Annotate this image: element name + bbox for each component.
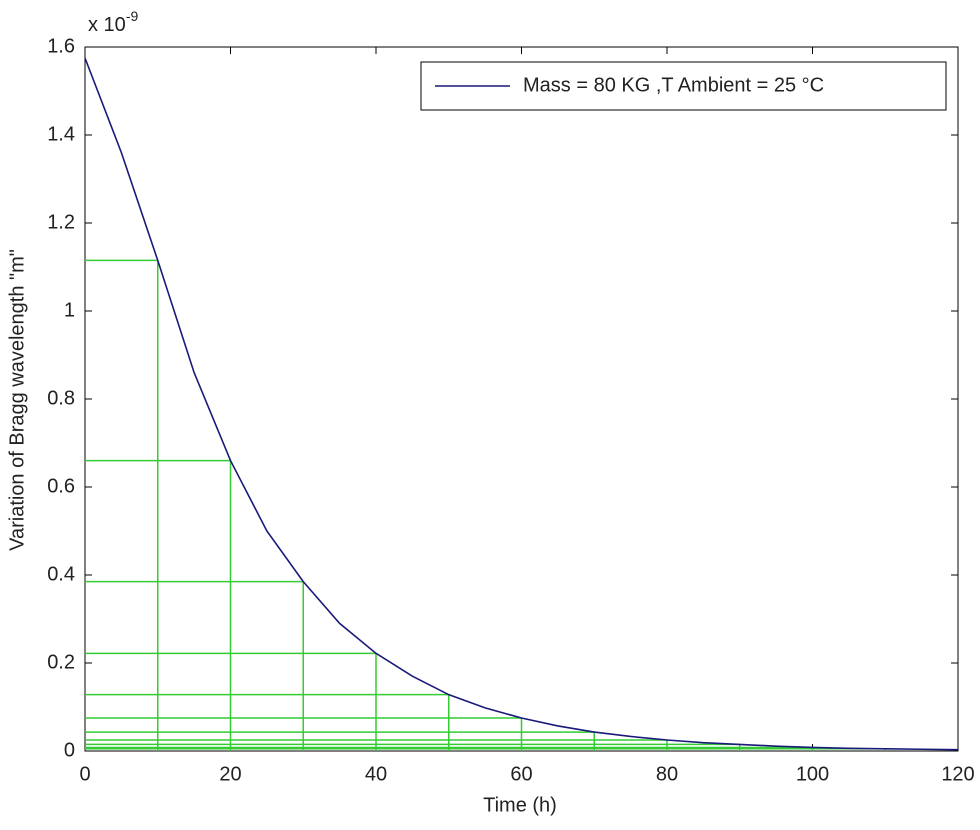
y-tick-label: 1.2 [47,211,75,233]
x-tick-label: 0 [79,763,90,785]
y-tick-label: 0.4 [47,563,75,585]
x-tick-label: 40 [365,763,387,785]
y-multiplier: x 10-9 [88,8,138,37]
multiplier-base: x 10 [88,14,126,36]
x-tick-label: 120 [941,763,974,785]
plot-area [84,46,959,752]
y-tick-label: 0.2 [47,651,75,673]
x-axis-title: Time (h) [483,794,557,816]
y-tick-label: 0 [64,739,75,761]
y-tick-label: 0.6 [47,475,75,497]
y-tick-label: 1.4 [47,123,75,145]
y-tick-label: 1 [64,299,75,321]
x-tick-label: 60 [510,763,532,785]
x-tick-label: 20 [219,763,241,785]
y-tick-label: 0.8 [47,387,75,409]
legend: Mass = 80 KG ,T Ambient = 25 °C [420,61,947,111]
multiplier-exponent: -9 [126,8,139,24]
x-tick-label: 80 [656,763,678,785]
x-tick-label: 100 [796,763,829,785]
y-axis-title: Variation of Bragg wavelength "m" [6,249,28,551]
y-tick-label: 1.6 [47,35,75,57]
data-line [84,57,959,751]
legend-label: Mass = 80 KG ,T Ambient = 25 °C [523,74,824,96]
